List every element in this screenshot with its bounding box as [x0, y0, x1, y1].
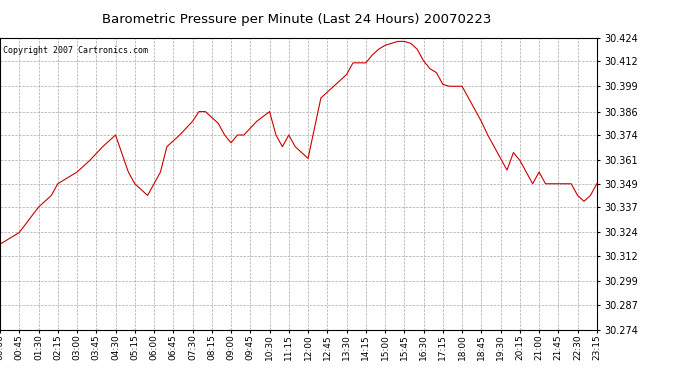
Text: Copyright 2007 Cartronics.com: Copyright 2007 Cartronics.com: [3, 46, 148, 55]
Text: Barometric Pressure per Minute (Last 24 Hours) 20070223: Barometric Pressure per Minute (Last 24 …: [102, 13, 491, 26]
